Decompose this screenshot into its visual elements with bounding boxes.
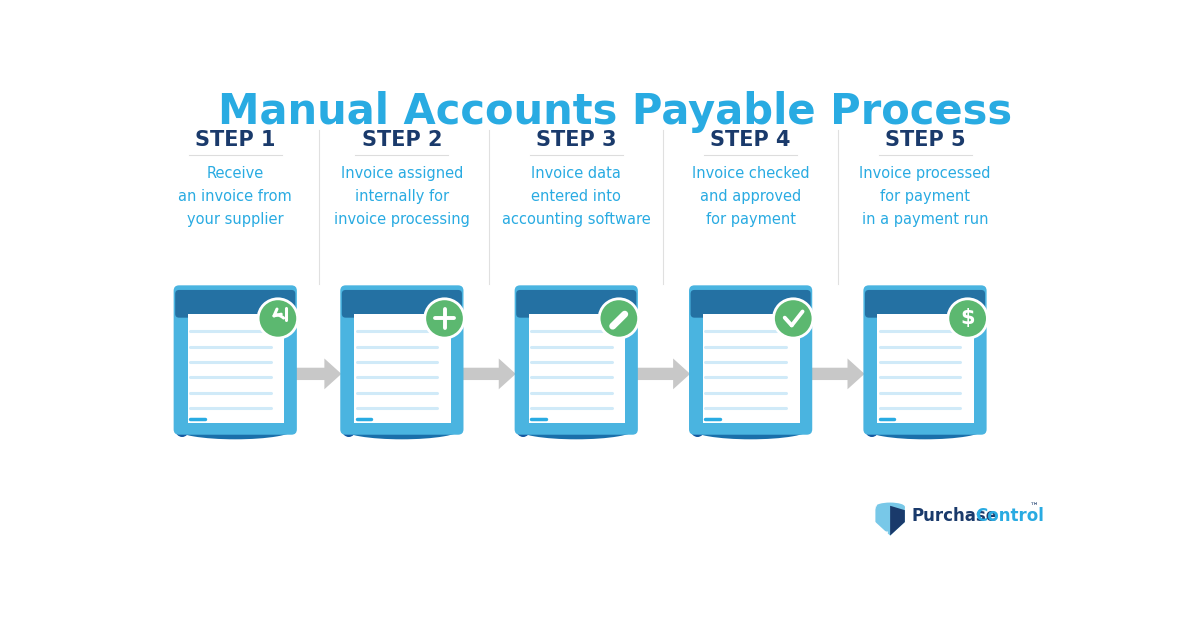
Text: STEP 5: STEP 5	[884, 130, 965, 150]
Polygon shape	[811, 359, 864, 389]
Ellipse shape	[516, 422, 530, 437]
FancyBboxPatch shape	[174, 285, 296, 434]
Ellipse shape	[343, 419, 461, 439]
FancyBboxPatch shape	[877, 314, 974, 423]
Circle shape	[258, 299, 298, 338]
Ellipse shape	[517, 419, 635, 439]
Text: Invoice processed
for payment
in a payment run: Invoice processed for payment in a payme…	[859, 166, 991, 227]
Ellipse shape	[342, 422, 355, 437]
Text: STEP 1: STEP 1	[194, 130, 276, 150]
Ellipse shape	[176, 419, 294, 439]
Text: Receive
an invoice from
your supplier: Receive an invoice from your supplier	[179, 166, 292, 227]
Text: Control: Control	[976, 506, 1044, 525]
FancyBboxPatch shape	[528, 314, 625, 423]
FancyBboxPatch shape	[341, 285, 463, 434]
Polygon shape	[637, 359, 690, 389]
Ellipse shape	[691, 419, 810, 439]
FancyBboxPatch shape	[354, 314, 451, 423]
Polygon shape	[462, 359, 516, 389]
Text: STEP 4: STEP 4	[710, 130, 791, 150]
FancyBboxPatch shape	[689, 285, 812, 434]
FancyBboxPatch shape	[515, 285, 638, 434]
Polygon shape	[876, 507, 905, 536]
Polygon shape	[295, 359, 342, 389]
Text: Invoice data
entered into
accounting software: Invoice data entered into accounting sof…	[502, 166, 650, 227]
Text: STEP 2: STEP 2	[361, 130, 442, 150]
Circle shape	[425, 299, 464, 338]
Text: Purchase: Purchase	[912, 506, 998, 525]
FancyBboxPatch shape	[690, 290, 811, 317]
Ellipse shape	[865, 422, 878, 437]
Text: Invoice assigned
internally for
invoice processing: Invoice assigned internally for invoice …	[334, 166, 470, 227]
Circle shape	[948, 299, 988, 338]
FancyBboxPatch shape	[865, 290, 985, 317]
FancyBboxPatch shape	[516, 290, 636, 317]
FancyBboxPatch shape	[342, 290, 462, 317]
FancyBboxPatch shape	[703, 314, 800, 423]
Ellipse shape	[876, 503, 905, 511]
FancyBboxPatch shape	[863, 285, 986, 434]
Ellipse shape	[866, 419, 984, 439]
Text: $: $	[960, 309, 974, 329]
Text: STEP 3: STEP 3	[536, 130, 617, 150]
Circle shape	[599, 299, 638, 338]
Text: Invoice checked
and approved
for payment: Invoice checked and approved for payment	[692, 166, 810, 227]
Text: ™: ™	[1030, 502, 1039, 511]
Ellipse shape	[690, 422, 704, 437]
Ellipse shape	[175, 422, 190, 437]
FancyBboxPatch shape	[175, 290, 295, 317]
FancyBboxPatch shape	[187, 314, 284, 423]
Text: Manual Accounts Payable Process: Manual Accounts Payable Process	[218, 91, 1012, 133]
Circle shape	[774, 299, 814, 338]
Polygon shape	[890, 506, 905, 536]
